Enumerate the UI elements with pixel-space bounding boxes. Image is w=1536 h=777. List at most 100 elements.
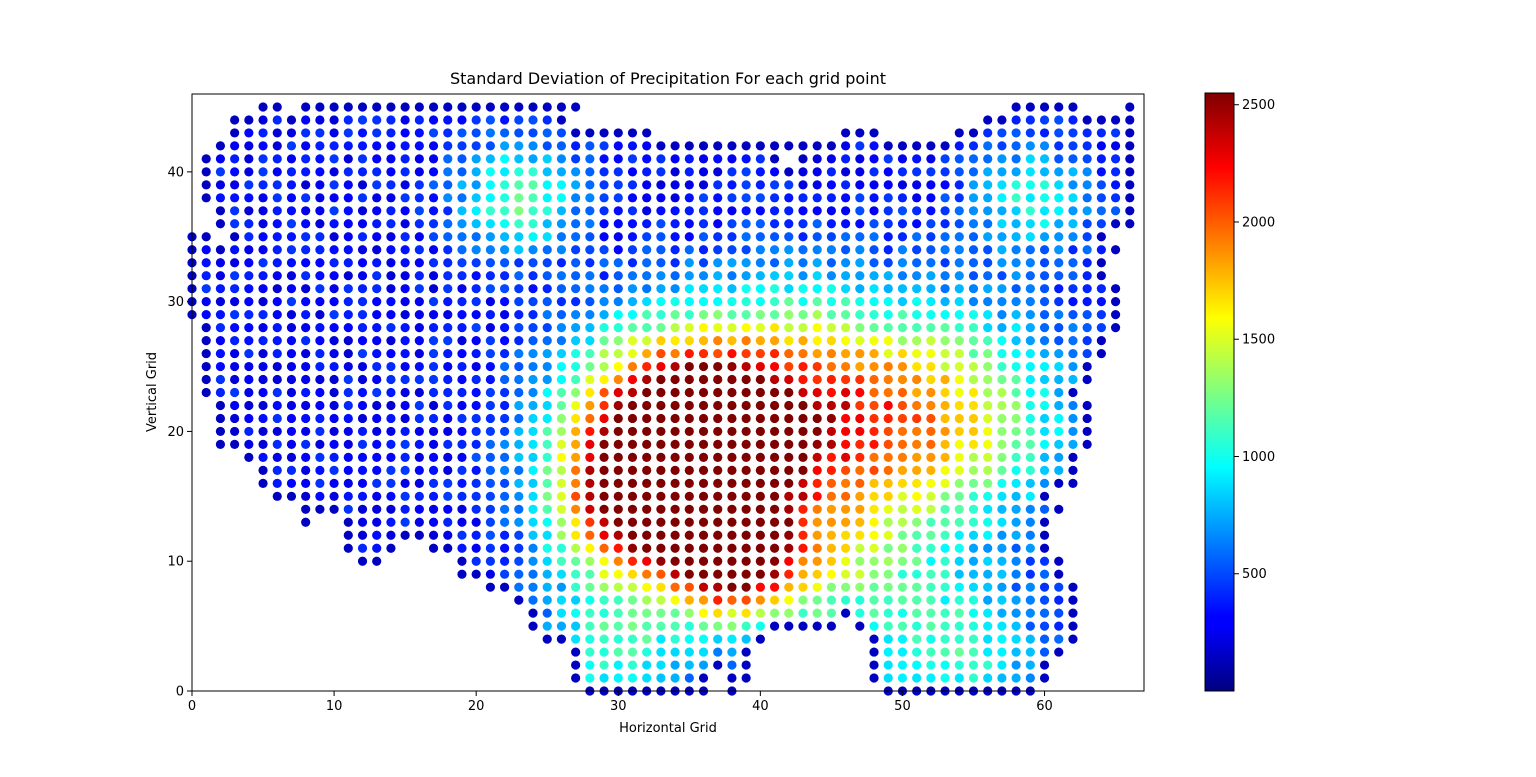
- data-point: [230, 154, 240, 164]
- data-point: [642, 400, 652, 411]
- data-point: [428, 530, 439, 540]
- data-point: [926, 634, 936, 644]
- data-point: [1054, 556, 1064, 566]
- data-point: [258, 452, 268, 462]
- data-point: [912, 595, 922, 605]
- data-point: [556, 141, 567, 151]
- data-point: [1054, 374, 1064, 385]
- data-point: [1039, 504, 1050, 514]
- data-point: [286, 439, 297, 450]
- data-point: [443, 361, 453, 372]
- data-point: [585, 219, 595, 229]
- data-point: [798, 504, 808, 514]
- data-point: [443, 271, 453, 281]
- data-point: [812, 556, 822, 566]
- data-point: [1011, 426, 1021, 437]
- data-point: [983, 128, 993, 138]
- data-point: [912, 491, 922, 501]
- data-point: [386, 439, 396, 450]
- data-point: [585, 400, 595, 411]
- data-point: [286, 491, 297, 501]
- data-point: [1011, 517, 1021, 527]
- data-point: [471, 128, 481, 138]
- data-point: [968, 491, 979, 501]
- data-point: [983, 284, 993, 294]
- data-point: [940, 323, 950, 333]
- data-point: [215, 219, 226, 229]
- data-point: [997, 556, 1007, 566]
- data-point: [642, 426, 652, 437]
- data-point: [741, 530, 751, 540]
- data-point: [471, 193, 481, 203]
- data-point: [329, 219, 339, 229]
- data-point: [443, 478, 453, 488]
- data-point: [1082, 284, 1092, 294]
- data-point: [443, 232, 453, 242]
- data-point: [826, 323, 837, 333]
- data-point: [244, 180, 254, 190]
- data-point: [940, 219, 950, 229]
- data-point: [627, 141, 638, 151]
- data-point: [883, 634, 893, 644]
- data-point: [1039, 361, 1050, 372]
- data-point: [954, 543, 964, 553]
- data-point: [556, 530, 567, 540]
- data-point: [457, 413, 467, 424]
- data-point: [727, 284, 737, 294]
- data-point: [997, 284, 1007, 294]
- data-point: [897, 465, 908, 475]
- data-point: [230, 193, 240, 203]
- data-point: [428, 141, 439, 151]
- data-point: [954, 335, 964, 346]
- data-point: [1096, 335, 1106, 346]
- data-point: [414, 245, 424, 255]
- data-point: [642, 595, 652, 605]
- data-point: [301, 245, 311, 255]
- data-point: [343, 154, 353, 164]
- data-point: [301, 141, 311, 151]
- data-point: [315, 465, 325, 475]
- data-point: [940, 297, 950, 307]
- data-point: [372, 102, 382, 112]
- data-point: [698, 361, 709, 372]
- data-point: [954, 232, 964, 242]
- data-point: [954, 582, 964, 592]
- data-point: [883, 465, 893, 475]
- data-point: [357, 167, 368, 177]
- data-point: [230, 439, 240, 450]
- data-point: [471, 465, 481, 475]
- data-point: [642, 478, 652, 488]
- data-point: [315, 297, 325, 307]
- data-point: [968, 128, 979, 138]
- data-point: [457, 323, 467, 333]
- data-point: [912, 634, 922, 644]
- data-point: [485, 439, 495, 450]
- data-point: [855, 504, 865, 514]
- data-point: [571, 426, 581, 437]
- data-point: [926, 426, 936, 437]
- data-point: [912, 530, 922, 540]
- data-point: [443, 115, 453, 125]
- data-point: [1025, 517, 1035, 527]
- data-point: [414, 400, 424, 411]
- data-point: [613, 128, 623, 138]
- data-point: [329, 310, 339, 320]
- data-point: [869, 323, 879, 333]
- data-point: [968, 232, 979, 242]
- data-point: [343, 387, 353, 398]
- data-point: [286, 219, 297, 229]
- data-point: [329, 465, 339, 475]
- data-point: [585, 193, 595, 203]
- data-point: [826, 400, 837, 411]
- data-point: [912, 310, 922, 320]
- data-point: [443, 530, 453, 540]
- data-point: [485, 413, 495, 424]
- data-point: [642, 439, 652, 450]
- data-point: [1068, 297, 1078, 307]
- data-point: [670, 673, 680, 683]
- data-point: [1039, 258, 1050, 268]
- data-point: [968, 660, 979, 670]
- data-point: [457, 128, 467, 138]
- data-point: [528, 439, 538, 450]
- colorbar-tick-label: 2500: [1242, 98, 1275, 113]
